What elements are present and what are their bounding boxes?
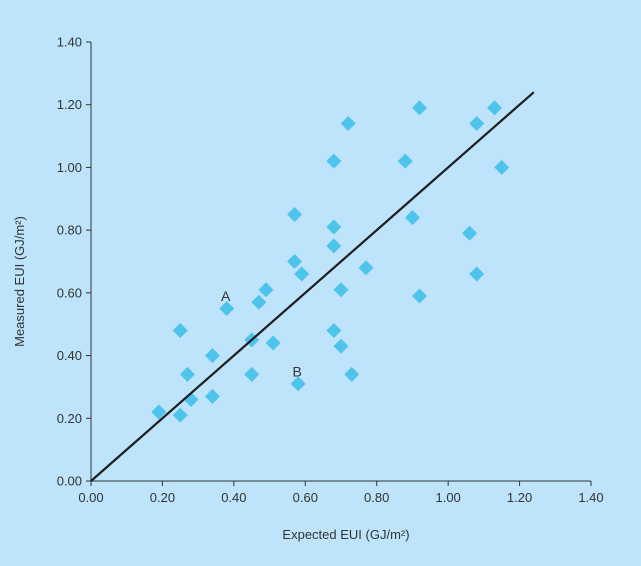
data-point xyxy=(462,225,478,241)
data-point xyxy=(244,366,260,382)
y-tick-label: 0.00 xyxy=(57,474,82,489)
data-point xyxy=(265,335,281,351)
data-point xyxy=(494,159,510,175)
data-point xyxy=(340,116,356,132)
data-points xyxy=(151,100,510,423)
x-tick-label: 0.80 xyxy=(364,490,389,505)
y-tick-label: 1.00 xyxy=(57,160,82,175)
point-annotation: A xyxy=(221,288,231,304)
data-point xyxy=(172,407,188,423)
data-point xyxy=(204,348,220,364)
data-point xyxy=(258,282,274,298)
axes xyxy=(90,42,591,482)
y-tick-label: 0.20 xyxy=(57,411,82,426)
x-tick-label: 0.20 xyxy=(150,490,175,505)
data-point xyxy=(404,210,420,226)
data-point xyxy=(326,238,342,254)
data-point xyxy=(469,116,485,132)
data-point xyxy=(487,100,503,116)
data-point xyxy=(172,322,188,338)
x-axis-ticks: 0.00 0.20 0.40 0.60 0.80 1.00 1.20 1.40 xyxy=(78,481,604,505)
data-point xyxy=(290,376,306,392)
data-point xyxy=(294,266,310,282)
data-point xyxy=(219,301,235,317)
x-tick-label: 0.00 xyxy=(78,490,103,505)
data-point xyxy=(333,282,349,298)
x-tick-label: 0.60 xyxy=(293,490,318,505)
annotations: AB xyxy=(221,288,302,379)
data-point xyxy=(333,338,349,354)
x-tick-label: 1.40 xyxy=(578,490,603,505)
data-point xyxy=(204,388,220,404)
data-point xyxy=(469,266,485,282)
data-point xyxy=(151,404,167,420)
data-point xyxy=(358,260,374,276)
data-point xyxy=(287,206,303,222)
data-point xyxy=(344,366,360,382)
y-axis-ticks: 0.00 0.20 0.40 0.60 0.80 1.00 1.20 1.40 xyxy=(57,35,91,489)
y-tick-label: 0.80 xyxy=(57,223,82,238)
y-tick-label: 1.20 xyxy=(57,97,82,112)
data-point xyxy=(179,366,195,382)
data-point xyxy=(412,100,428,116)
y-tick-label: 0.60 xyxy=(57,285,82,300)
y-tick-label: 1.40 xyxy=(57,35,82,50)
data-point xyxy=(397,153,413,169)
data-point xyxy=(326,219,342,235)
point-annotation: B xyxy=(292,363,301,379)
data-point xyxy=(326,322,342,338)
trend-line xyxy=(90,91,535,482)
y-tick-label: 0.40 xyxy=(57,348,82,363)
x-tick-label: 1.20 xyxy=(507,490,532,505)
x-axis-label: Expected EUI (GJ/m²) xyxy=(282,527,409,542)
data-point xyxy=(251,294,267,310)
data-point xyxy=(287,254,303,269)
data-point xyxy=(326,153,342,169)
x-tick-label: 0.40 xyxy=(221,490,246,505)
data-point xyxy=(412,288,428,304)
y-axis-label: Measured EUI (GJ/m²) xyxy=(12,216,27,347)
x-tick-label: 1.00 xyxy=(435,490,460,505)
